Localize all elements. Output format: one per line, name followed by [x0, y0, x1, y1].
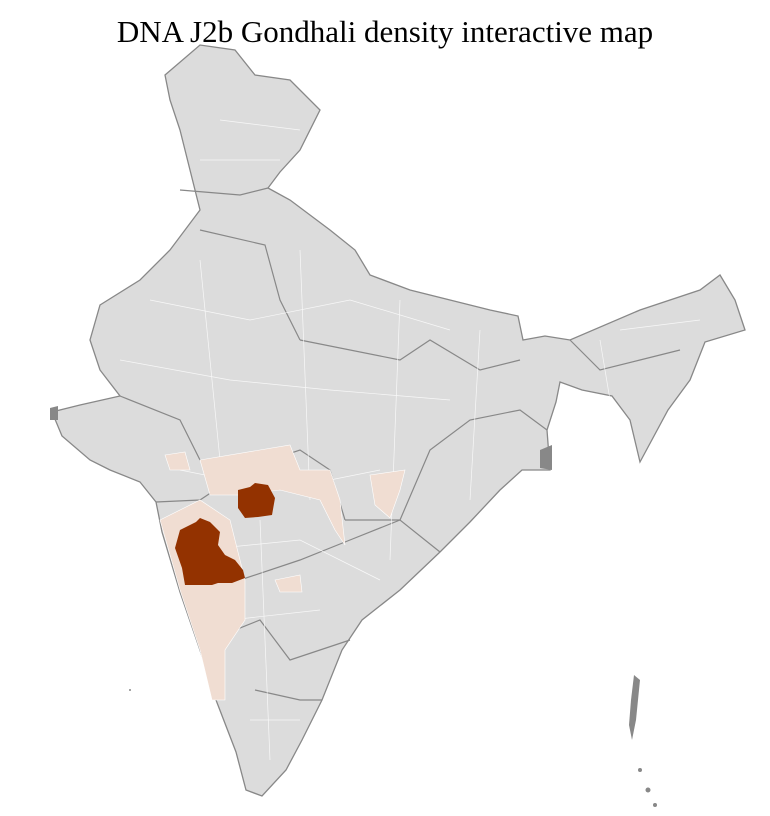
- lakshadweep-island: [129, 689, 131, 691]
- nicobar-island: [645, 787, 651, 793]
- india-landmass[interactable]: [51, 44, 746, 797]
- map-title: DNA J2b Gondhali density interactive map: [116, 14, 654, 49]
- state-border: [569, 339, 681, 371]
- gujarat-coast: [50, 406, 58, 420]
- state-border: [299, 339, 521, 371]
- nicobar-island: [638, 768, 642, 772]
- sundarbans-delta: [540, 445, 552, 470]
- state-border: [239, 519, 441, 581]
- state-border: [199, 229, 301, 341]
- country-outline: [51, 44, 746, 797]
- state-border: [179, 187, 269, 196]
- high-density-districts[interactable]: [175, 483, 275, 585]
- low-density-region: [164, 451, 191, 471]
- state-border: [345, 409, 548, 521]
- low-density-region: [199, 444, 346, 546]
- state-border: [254, 689, 322, 701]
- high-density-region: [175, 518, 245, 585]
- islands: [50, 406, 657, 807]
- andaman-islands: [629, 675, 640, 740]
- high-density-region: [238, 483, 275, 518]
- low-density-region: [274, 574, 303, 593]
- nicobar-island: [653, 803, 657, 807]
- low-density-region: [369, 469, 406, 519]
